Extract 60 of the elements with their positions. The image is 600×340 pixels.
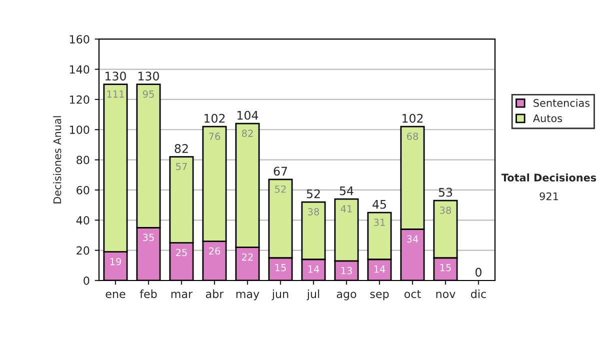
data-label: 25 (176, 248, 187, 256)
data-label: 41 (340, 205, 352, 212)
data-label: 57 (176, 162, 187, 170)
y-tick-label: 0 (84, 276, 90, 285)
y-tick-label: 100 (70, 126, 90, 134)
data-label: 19 (110, 258, 121, 266)
y-tick-label: 120 (70, 95, 90, 104)
data-label: 13 (341, 266, 352, 274)
data-label: 38 (440, 206, 452, 214)
legend-label: Sentencias (534, 98, 590, 107)
total-label: 54 (340, 186, 354, 196)
data-label: 26 (209, 247, 220, 255)
total-label: 102 (402, 114, 423, 123)
y-tick-label: 160 (70, 35, 90, 44)
total-label: 53 (438, 188, 452, 197)
x-tick-label: sep (370, 292, 389, 300)
total-label: 45 (372, 200, 386, 209)
data-label: 52 (275, 185, 286, 193)
total-label: 67 (274, 166, 287, 176)
text: Total Decisiones (501, 173, 596, 182)
data-label: 111 (107, 90, 124, 98)
data-label: 95 (142, 90, 154, 98)
x-tick-label: oct (404, 290, 421, 298)
y-tick-label: 20 (76, 246, 90, 255)
total-label: 0 (476, 268, 482, 277)
data-label: 22 (242, 253, 253, 261)
data-label: 15 (275, 264, 286, 272)
y-tick-label: 40 (76, 216, 90, 225)
data-label: 35 (143, 234, 154, 242)
total-label: 102 (204, 114, 225, 123)
y-tick-label: 60 (76, 186, 90, 194)
data-label: 31 (374, 218, 385, 226)
data-label: 34 (407, 235, 418, 243)
total-label: 82 (174, 144, 188, 153)
x-tick-label: dic (470, 290, 486, 298)
x-tick-label: jun (272, 290, 288, 300)
x-tick-label: ene (106, 292, 126, 298)
x-tick-label: may (236, 292, 260, 300)
text: 921 (540, 192, 558, 200)
data-label: 14 (374, 266, 386, 273)
x-tick-label: jul (306, 290, 320, 300)
x-tick-label: ago (336, 292, 356, 300)
data-label: 82 (242, 130, 253, 137)
x-tick-label: nov (436, 292, 456, 298)
data-label: 68 (406, 132, 418, 140)
total-label: 130 (138, 72, 159, 81)
x-tick-label: feb (140, 290, 157, 298)
y-tick-label: 80 (76, 156, 90, 164)
y-axis-title: Decisiones Anual (53, 116, 62, 204)
x-tick-label: mar (171, 292, 193, 298)
data-label: 14 (308, 266, 320, 273)
data-label: 76 (209, 132, 220, 140)
legend-label: Autos (533, 114, 562, 122)
data-label: 15 (440, 264, 451, 272)
total-label: 104 (238, 110, 258, 120)
data-label: 38 (308, 208, 320, 216)
total-label: 130 (106, 72, 126, 81)
x-tick-label: abr (206, 290, 224, 298)
y-tick-label: 140 (70, 65, 90, 74)
total-label: 52 (306, 189, 320, 198)
